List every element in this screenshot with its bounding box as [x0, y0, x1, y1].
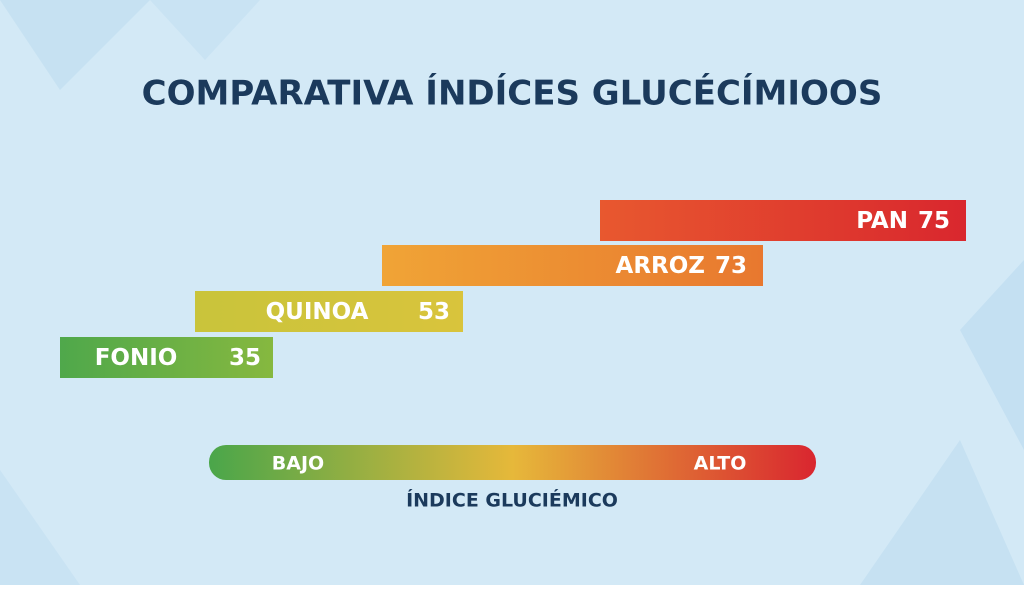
decoration	[960, 260, 1024, 450]
bar-value: 75	[918, 208, 950, 234]
chart-title: COMPARATIVA ÍNDÍCES GLUCÉCÍMIOOS	[142, 73, 883, 114]
bar-category: ARROZ	[616, 253, 705, 279]
decoration	[0, 0, 150, 90]
legend-high: ALTO	[694, 453, 747, 475]
bar	[60, 337, 273, 378]
decoration	[860, 440, 1024, 585]
bar-value: 35	[229, 345, 261, 371]
bar-value: 73	[715, 253, 747, 279]
decoration	[0, 470, 80, 585]
bar	[600, 200, 966, 241]
legend-low: BAJO	[272, 453, 324, 475]
axis-label: ÍNDICE GLUCIÉMICO	[406, 489, 618, 512]
legend-bar	[209, 445, 816, 480]
bar-category: PAN	[856, 208, 908, 234]
bar	[382, 245, 763, 286]
decoration	[150, 0, 260, 60]
bar-category: FONIO	[95, 345, 178, 371]
bar-value: 53	[418, 299, 450, 325]
bar-category: QUINOA	[266, 299, 369, 325]
bar	[195, 291, 463, 332]
